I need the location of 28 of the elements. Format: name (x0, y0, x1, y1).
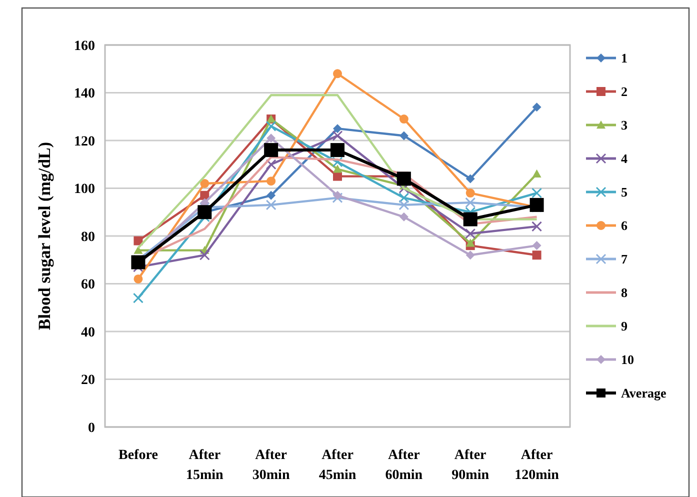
legend-label: 9 (621, 318, 628, 334)
legend-label: 1 (621, 50, 628, 66)
y-tick-label: 120 (74, 134, 95, 150)
legend-label: 4 (621, 151, 628, 166)
y-tick-label: 80 (81, 230, 95, 245)
legend-label: 10 (621, 352, 634, 368)
y-tick-label: 20 (81, 373, 95, 388)
x-tick-label: After 15min (186, 448, 224, 483)
y-tick-label: 140 (74, 86, 95, 102)
x-tick-label: After 120min (514, 448, 560, 483)
legend-label: 7 (621, 252, 628, 267)
y-tick-label: 0 (88, 420, 95, 436)
y-tick-label: 160 (74, 38, 95, 54)
legend-label: Average (621, 386, 666, 401)
legend-label: 2 (621, 84, 628, 100)
y-axis-title: Blood sugar level (mg/dL) (35, 142, 54, 330)
legend-label: 6 (621, 218, 628, 234)
x-tick-label: After 45min (318, 448, 356, 483)
y-tick-label: 60 (81, 278, 95, 293)
legend-label: 3 (621, 118, 628, 133)
x-tick-label: After 30min (252, 448, 290, 483)
x-tick-label: After 90min (452, 448, 490, 483)
legend-label: 8 (621, 285, 628, 300)
legend-label: 5 (621, 184, 628, 200)
x-tick-label: After 60min (385, 448, 423, 483)
y-tick-label: 40 (81, 325, 95, 340)
x-tick-label: Before (118, 448, 158, 463)
y-tick-label: 100 (74, 182, 95, 198)
